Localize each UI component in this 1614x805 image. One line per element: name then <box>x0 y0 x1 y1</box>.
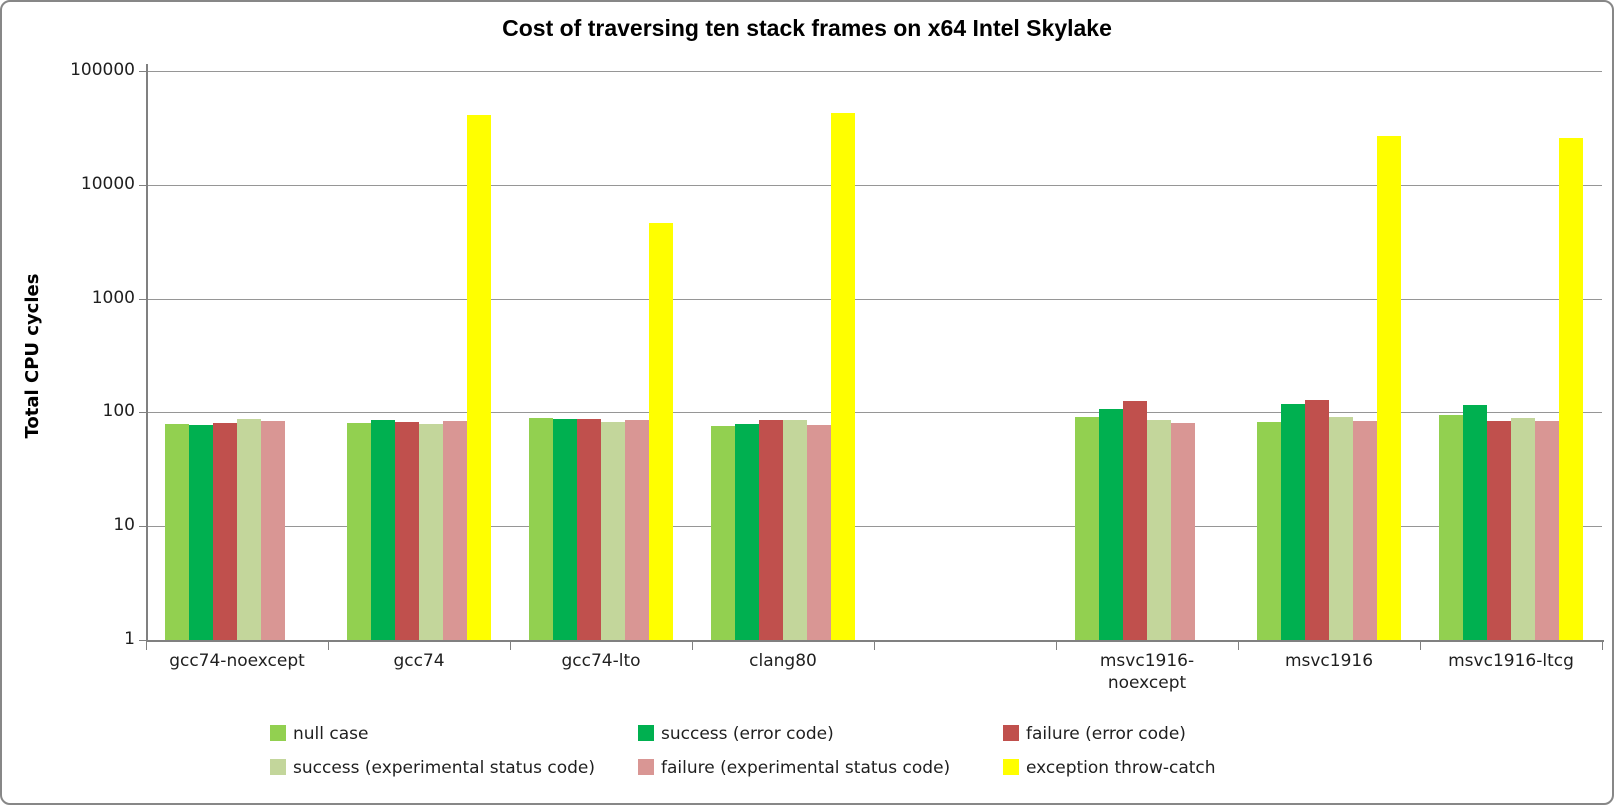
legend-item-failure-error-code: failure (error code) <box>1003 724 1186 744</box>
y-tick-mark <box>139 71 146 72</box>
y-axis-title: Total CPU cycles <box>22 273 43 439</box>
gridline <box>146 298 1602 300</box>
bar-failure-error-code-msvc1916 <box>1305 400 1329 640</box>
bar-success-error-code-msvc1916-noexcept <box>1099 408 1123 640</box>
bar-failure-experimental-status-code-msvc1916 <box>1353 421 1377 640</box>
bar-failure-error-code-gcc74-noexcept <box>213 422 237 640</box>
category-label-gcc74-noexcept: gcc74-noexcept <box>169 651 305 671</box>
y-tick-label: 1 <box>124 629 135 649</box>
category-label-msvc1916: msvc1916 <box>1284 651 1374 671</box>
legend-label: success (error code) <box>661 724 834 744</box>
bar-success-experimental-status-code-msvc1916-ltcg <box>1511 417 1535 640</box>
bar-success-error-code-gcc74-noexcept <box>189 424 213 640</box>
x-tick-mark <box>328 640 329 650</box>
gridline <box>146 184 1602 186</box>
bar-failure-experimental-status-code-gcc74 <box>443 421 467 640</box>
x-tick-mark <box>1420 640 1421 650</box>
y-tick-mark <box>139 184 146 186</box>
bar-exception-throw-catch-gcc74 <box>467 115 491 640</box>
bar-null-case-gcc74-noexcept <box>165 424 189 640</box>
bar-success-experimental-status-code-gcc74-noexcept <box>237 418 261 640</box>
legend-item-failure-experimental-status-code: failure (experimental status code) <box>638 758 950 778</box>
bar-null-case-msvc1916 <box>1257 422 1281 640</box>
x-tick-mark <box>510 640 511 650</box>
bar-failure-error-code-gcc74-lto <box>577 419 601 640</box>
bar-success-experimental-status-code-clang80 <box>783 420 807 640</box>
x-tick-mark <box>1056 640 1057 650</box>
bar-success-experimental-status-code-msvc1916-noexcept <box>1147 420 1171 640</box>
legend-item-success-error-code: success (error code) <box>638 724 834 744</box>
legend-swatch-exception-throw-catch <box>1003 759 1019 775</box>
bar-success-error-code-gcc74 <box>371 419 395 640</box>
category-label-msvc1916-ltcg: msvc1916-ltcg <box>1448 651 1574 671</box>
bar-success-experimental-status-code-msvc1916 <box>1329 416 1353 640</box>
category-label-gcc74-lto: gcc74-lto <box>561 651 641 671</box>
legend-label: success (experimental status code) <box>293 758 595 778</box>
bar-success-experimental-status-code-gcc74-lto <box>601 421 625 640</box>
bar-success-error-code-gcc74-lto <box>553 418 577 640</box>
bar-exception-throw-catch-gcc74-lto <box>649 223 673 640</box>
bar-failure-experimental-status-code-msvc1916-ltcg <box>1535 421 1559 640</box>
gridline <box>146 412 1602 414</box>
x-tick-mark <box>146 640 147 650</box>
legend-label: failure (error code) <box>1026 724 1186 744</box>
legend-swatch-null-case <box>270 725 286 741</box>
bar-failure-experimental-status-code-gcc74-lto <box>625 420 649 640</box>
bar-failure-error-code-msvc1916-ltcg <box>1487 421 1511 640</box>
y-tick-label: 100000 <box>70 60 135 80</box>
bar-exception-throw-catch-clang80 <box>831 112 855 640</box>
bar-success-error-code-msvc1916 <box>1281 404 1305 640</box>
bar-success-error-code-clang80 <box>735 424 759 640</box>
bar-success-error-code-msvc1916-ltcg <box>1463 405 1487 640</box>
chart-title: Cost of traversing ten stack frames on x… <box>502 15 1112 41</box>
bar-null-case-msvc1916-ltcg <box>1439 414 1463 640</box>
bar-exception-throw-catch-msvc1916-ltcg <box>1559 137 1583 640</box>
bar-null-case-clang80 <box>711 425 735 640</box>
bar-null-case-msvc1916-noexcept <box>1075 416 1099 640</box>
category-label-msvc1916-noexcept: msvc1916-noexcept <box>1099 651 1195 693</box>
y-tick-mark <box>139 640 146 641</box>
bar-failure-error-code-gcc74 <box>395 422 419 640</box>
bar-failure-experimental-status-code-msvc1916-noexcept <box>1171 422 1195 640</box>
gridline <box>146 526 1602 528</box>
bar-null-case-gcc74 <box>347 422 371 640</box>
bar-failure-error-code-msvc1916-noexcept <box>1123 400 1147 640</box>
legend-label: exception throw-catch <box>1026 758 1216 778</box>
legend-swatch-success-error-code <box>638 725 654 741</box>
y-tick-label: 100 <box>102 401 135 422</box>
y-axis-line <box>146 64 148 642</box>
x-tick-mark <box>1238 640 1239 650</box>
y-tick-label: 1000 <box>91 287 135 308</box>
bar-failure-experimental-status-code-gcc74-noexcept <box>261 421 285 640</box>
y-tick-label: 10 <box>113 515 135 536</box>
bar-failure-experimental-status-code-clang80 <box>807 424 831 640</box>
x-tick-mark <box>692 640 693 650</box>
legend-swatch-failure-error-code <box>1003 725 1019 741</box>
category-label-clang80: clang80 <box>749 651 817 671</box>
legend-label: failure (experimental status code) <box>661 758 951 778</box>
bar-null-case-gcc74-lto <box>529 418 553 640</box>
legend-item-exception-throw-catch: exception throw-catch <box>1003 758 1216 778</box>
y-tick-label: 10000 <box>80 173 135 194</box>
y-tick-mark <box>139 412 146 414</box>
y-tick-mark <box>139 526 146 528</box>
x-tick-mark <box>1602 640 1603 650</box>
x-tick-mark <box>874 640 875 650</box>
legend-swatch-failure-experimental-status-code <box>638 759 654 775</box>
legend-label: null case <box>293 724 369 744</box>
legend-item-null-case: null case <box>270 724 368 744</box>
x-axis-line <box>146 640 1604 642</box>
category-label-gcc74: gcc74 <box>393 651 445 671</box>
y-tick-mark <box>139 298 146 300</box>
bar-success-experimental-status-code-gcc74 <box>419 424 443 640</box>
legend-item-success-experimental-status-code: success (experimental status code) <box>270 758 595 778</box>
gridline <box>146 71 1602 72</box>
bar-exception-throw-catch-msvc1916 <box>1377 135 1401 640</box>
legend-swatch-success-experimental-status-code <box>270 759 286 775</box>
bar-failure-error-code-clang80 <box>759 419 783 640</box>
